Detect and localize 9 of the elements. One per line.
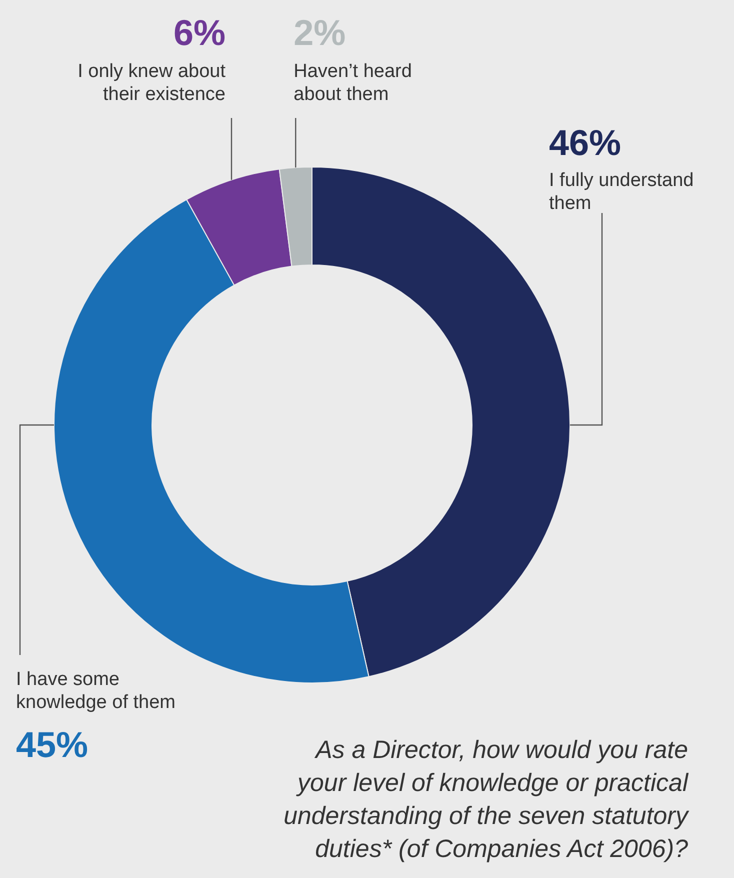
slice-label: Haven’t heard about them (294, 61, 412, 105)
data-label: 2% (294, 12, 346, 53)
data-label: 6% (173, 12, 226, 53)
slice-label: I only knew about their existence (78, 61, 226, 105)
data-label: 46% (549, 122, 622, 163)
data-label: 45% (16, 724, 88, 765)
text: As a Director, how would you rate your level of knowledge or practical understanding of the seven statutory duties* (of Companies Act 2006)? (284, 736, 690, 863)
slice-label: I have some knowledge of them (16, 669, 176, 713)
slice-label: I fully understand them (549, 170, 694, 214)
